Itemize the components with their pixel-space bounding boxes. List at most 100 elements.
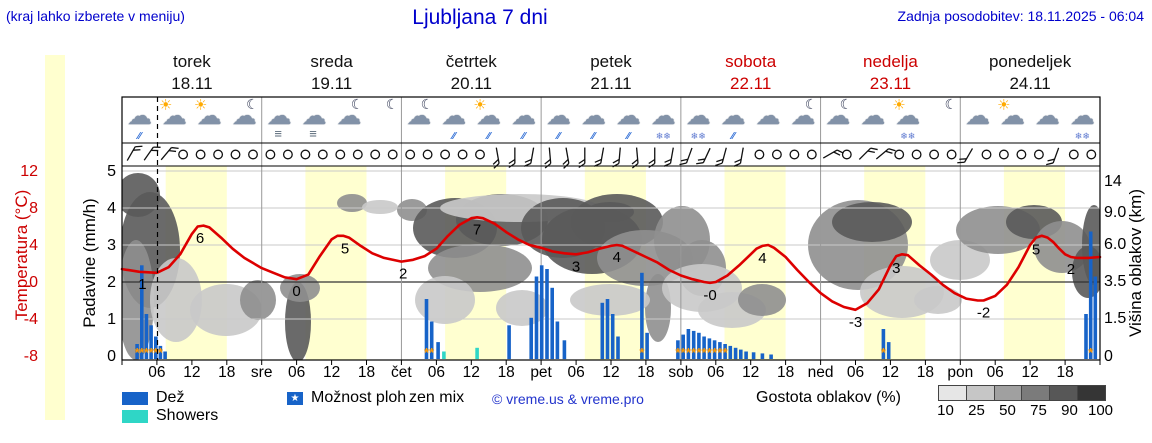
cloud-density-legend-label: Gostota oblakov (%) (756, 389, 901, 406)
svg-text:06: 06 (288, 364, 305, 381)
cloud-icon: ☁ (895, 102, 921, 130)
cloud-icon: ☁ (650, 102, 676, 130)
weather-icon: ☁ ∕∕ (541, 98, 576, 142)
svg-text:*: * (681, 345, 687, 360)
moon-icon: ☾ (839, 96, 853, 112)
svg-text:8: 8 (29, 200, 38, 217)
svg-text:pon: pon (947, 364, 973, 381)
svg-text:pet: pet (530, 364, 552, 381)
sun-icon: ☀ (158, 97, 173, 114)
rain-icon: ∕∕ (731, 131, 735, 142)
svg-text:18: 18 (777, 364, 794, 381)
day-date: 24.11 (1009, 74, 1050, 93)
day-headers: torek 18.11 sreda 19.11 četrtek 20.11 petek 21.… (171, 52, 1071, 93)
svg-text:2: 2 (107, 274, 116, 291)
cloud-icon: ☁ (615, 102, 641, 130)
weather-icon: ☀ ☁ (995, 97, 1030, 142)
cloud-icon: ☁ (441, 102, 467, 130)
weather-icon: ☀ ☁ ❄❄ (890, 97, 925, 142)
star-icon: ★ (290, 393, 300, 404)
weather-icon: ☁ ∕∕ (122, 98, 157, 142)
weather-icon: ☀ ☁ (157, 97, 192, 142)
moon-icon: ☾ (350, 96, 364, 112)
svg-text:6: 6 (196, 230, 204, 247)
x-axis-ticks (121, 360, 1101, 365)
day-name: nedelja (863, 52, 918, 71)
cloud-icon: ☁ (161, 102, 187, 130)
fog-icon: ≡ (274, 126, 284, 141)
showers-swatch (122, 410, 148, 423)
cloud-icon: ☁ (790, 102, 816, 130)
gradient-label: 90 (1061, 402, 1078, 419)
weather-icon: ☁ ❄❄ (646, 98, 681, 142)
left-accent-strip (45, 55, 65, 420)
svg-text:12: 12 (882, 364, 899, 381)
svg-text:*: * (717, 345, 723, 360)
svg-text:1.5: 1.5 (1104, 310, 1126, 327)
svg-text:3.5: 3.5 (1104, 273, 1126, 290)
wind-row (126, 145, 1097, 169)
ploh-markers: * * * * * * * * * * * * * * * * * * * * * (135, 345, 1095, 360)
svg-text:5: 5 (341, 240, 349, 257)
svg-text:2: 2 (1067, 261, 1075, 278)
svg-text:-3: -3 (849, 314, 862, 331)
svg-text:0: 0 (29, 274, 38, 291)
cloud-icon: ☁ (196, 102, 222, 130)
svg-text:3: 3 (107, 237, 116, 254)
gradient-label: 100 (1087, 402, 1114, 419)
cloud-density-gradient (938, 385, 1106, 401)
gradient-step (1022, 386, 1051, 400)
sun-icon: ☀ (473, 97, 487, 114)
weather-icon: ☾ ☁ (332, 96, 367, 142)
snow-icon: ❄❄ (690, 131, 706, 141)
svg-text:*: * (691, 345, 697, 360)
svg-text:0: 0 (107, 348, 116, 365)
svg-text:12: 12 (602, 364, 619, 381)
rain-icon: ∕∕ (591, 131, 596, 142)
temp-tick-labels: 12 8 4 0 -4 -8 (20, 163, 38, 365)
weather-icon: ☾ ☁ (227, 96, 262, 142)
cloud-icon: ☁ (965, 102, 991, 130)
svg-text:*: * (675, 345, 681, 360)
gradient-step (994, 386, 1023, 400)
svg-text:*: * (723, 345, 729, 360)
moon-icon: ☾ (944, 96, 958, 112)
rain-icon: ∕∕ (556, 131, 561, 142)
cloud-icon: ☁ (580, 102, 606, 130)
rain-icon: ∕∕ (137, 131, 142, 142)
day-date: 21.11 (590, 74, 631, 93)
svg-text:sob: sob (668, 364, 693, 381)
rain-swatch (122, 392, 148, 405)
svg-text:*: * (135, 345, 141, 360)
cloud-icon: ☁ (860, 102, 886, 130)
svg-text:ned: ned (808, 364, 834, 381)
svg-text:06: 06 (567, 364, 584, 381)
svg-text:12: 12 (20, 163, 38, 180)
svg-text:3: 3 (572, 258, 580, 275)
gradient-label: 50 (999, 402, 1016, 419)
weather-icon: ☁ ∕∕ (436, 98, 471, 142)
cloud-icon: ☁ (1034, 102, 1060, 130)
day-name: četrtek (446, 52, 498, 71)
weather-icon: ☁ ≡ (297, 98, 332, 142)
svg-text:4: 4 (613, 249, 621, 266)
svg-text:06: 06 (428, 364, 445, 381)
svg-text:18: 18 (1056, 364, 1073, 381)
day-name: torek (173, 52, 211, 71)
svg-text:06: 06 (847, 364, 864, 381)
weather-icon: ☾ (925, 96, 960, 142)
sun-icon: ☀ (892, 97, 906, 114)
gradient-step (1050, 386, 1079, 400)
weather-icon-row: ☁ ∕∕ ☀ ☁ ☀ ☁ ☾ ☁ ☁ ≡ ☁ ≡ ☾ ☁ ☾ ☾ ☁ ☁ ∕∕ ☀ ☁ ∕∕ ☁ ∕∕ ☁ ∕∕ ☁ ∕∕ ☁ ∕∕ ☁ ❄❄… (122, 96, 1100, 142)
cloud-icon: ☁ (720, 102, 746, 130)
cloud-icon: ☁ (336, 102, 362, 130)
svg-text:5: 5 (1032, 242, 1040, 259)
svg-text:1: 1 (107, 311, 116, 328)
svg-text:12: 12 (1021, 364, 1038, 381)
gradient-label: 25 (968, 402, 985, 419)
svg-text:18: 18 (498, 364, 515, 381)
weather-icon: ☁ (960, 98, 995, 142)
ploh-star-swatch: ★ (287, 392, 303, 405)
svg-text:*: * (139, 345, 145, 360)
cloud-icon: ☁ (476, 102, 502, 130)
